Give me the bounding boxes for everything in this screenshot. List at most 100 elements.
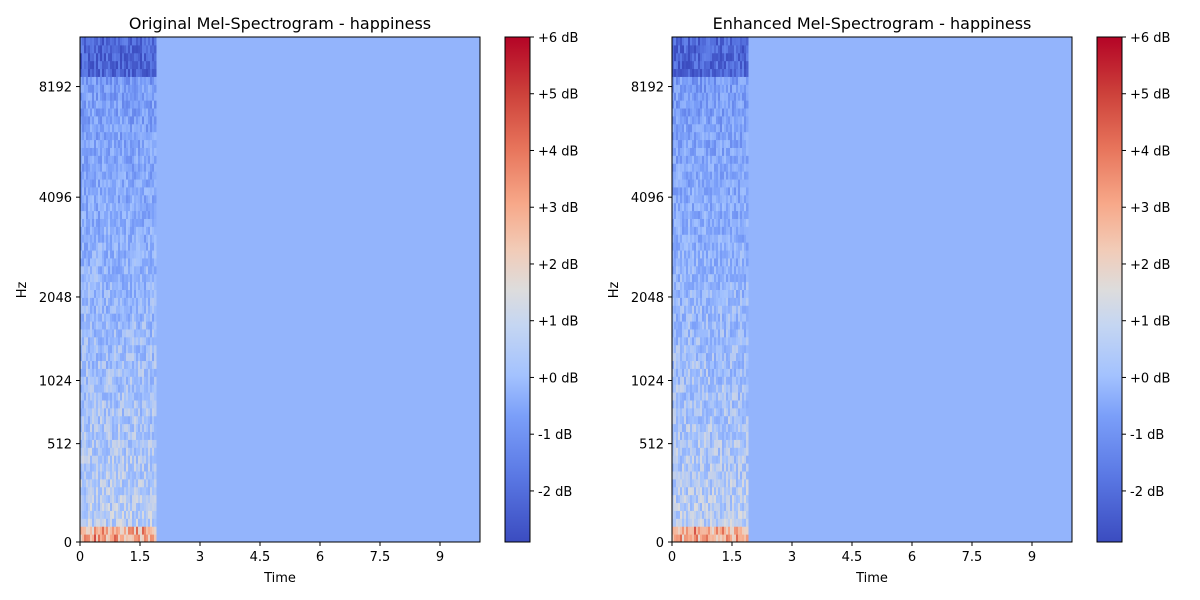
- heatmap-cell: [708, 423, 711, 433]
- heatmap-cell: [102, 44, 105, 54]
- heatmap-cell: [720, 257, 723, 267]
- heatmap-cell: [92, 100, 95, 109]
- heatmap-cell: [96, 455, 99, 464]
- heatmap-cell: [134, 336, 137, 346]
- heatmap-cell: [676, 289, 679, 298]
- heatmap-cell: [726, 463, 729, 472]
- heatmap-cell: [724, 234, 727, 243]
- heatmap-cell: [136, 186, 139, 196]
- heatmap-cell: [150, 186, 153, 196]
- heatmap-cell: [714, 392, 717, 401]
- heatmap-cell: [110, 218, 113, 227]
- heatmap-cell: [710, 297, 713, 306]
- heatmap-cell: [154, 92, 157, 101]
- heatmap-cell: [698, 147, 701, 156]
- heatmap-cell: [708, 439, 711, 448]
- heatmap-cell: [694, 439, 697, 448]
- heatmap-cell: [734, 321, 737, 330]
- heatmap-cell: [710, 289, 713, 298]
- heatmap-cell: [740, 281, 743, 290]
- heatmap-cell: [726, 44, 729, 54]
- heatmap-cell: [86, 289, 89, 298]
- heatmap-cell: [686, 139, 689, 148]
- heatmap-cell: [738, 399, 741, 409]
- heatmap-cell: [80, 242, 83, 251]
- heatmap-cell: [706, 242, 709, 251]
- colorbar-tick-label: +5 dB: [1130, 88, 1170, 103]
- heatmap-cell: [100, 328, 103, 338]
- heatmap-cell: [134, 100, 137, 109]
- heatmap-cell: [86, 226, 89, 235]
- heatmap-cell: [138, 305, 141, 314]
- heatmap-cell: [120, 313, 123, 322]
- heatmap-cell: [722, 510, 725, 519]
- heatmap-cell: [144, 273, 147, 283]
- heatmap-cell: [726, 352, 729, 362]
- heatmap-cell: [104, 470, 107, 480]
- heatmap-cell: [716, 179, 719, 188]
- heatmap-cell: [704, 273, 707, 283]
- heatmap-cell: [724, 273, 727, 283]
- heatmap-cell: [678, 392, 681, 401]
- heatmap-cell: [136, 352, 139, 362]
- heatmap-cell: [736, 115, 739, 125]
- heatmap-cell: [86, 100, 89, 109]
- heatmap-cell: [94, 510, 97, 519]
- heatmap-cell: [742, 502, 745, 511]
- heatmap-cell: [144, 108, 147, 117]
- heatmap-cell: [690, 376, 693, 385]
- heatmap-cell: [742, 210, 745, 219]
- heatmap-cell: [116, 218, 119, 227]
- heatmap-cell: [680, 273, 683, 283]
- heatmap-cell: [702, 423, 705, 433]
- heatmap-cell: [684, 321, 687, 330]
- heatmap-cell: [696, 360, 699, 369]
- heatmap-cell: [744, 407, 747, 417]
- heatmap-cell: [672, 321, 675, 330]
- heatmap-cell: [716, 186, 719, 196]
- heatmap-cell: [138, 526, 141, 535]
- heatmap-cell: [152, 376, 155, 385]
- heatmap-cell: [148, 68, 151, 77]
- heatmap-cell: [116, 210, 119, 219]
- heatmap-cell: [710, 257, 713, 267]
- heatmap-cell: [682, 60, 685, 70]
- heatmap-cell: [82, 352, 85, 362]
- heatmap-cell: [84, 447, 87, 456]
- heatmap-cell: [726, 470, 729, 480]
- heatmap-cell: [744, 194, 747, 204]
- heatmap-cell: [86, 526, 89, 535]
- heatmap-cell: [676, 257, 679, 267]
- heatmap-cell: [730, 171, 733, 180]
- heatmap-cell: [714, 163, 717, 172]
- heatmap-cell: [154, 534, 157, 543]
- heatmap-cell: [730, 297, 733, 306]
- heatmap-cell: [714, 526, 717, 535]
- heatmap-cell: [730, 210, 733, 219]
- heatmap-cell: [712, 297, 715, 306]
- heatmap-cell: [124, 234, 127, 243]
- heatmap-cell: [674, 76, 677, 85]
- heatmap-cell: [148, 486, 151, 496]
- heatmap-cell: [120, 328, 123, 338]
- heatmap-cell: [726, 344, 729, 354]
- heatmap-cell: [710, 423, 713, 433]
- heatmap-cell: [712, 131, 715, 141]
- heatmap-cell: [696, 37, 699, 46]
- heatmap-cell: [672, 423, 675, 433]
- heatmap-cell: [720, 52, 723, 62]
- heatmap-cell: [716, 439, 719, 448]
- heatmap-cell: [86, 463, 89, 472]
- heatmap-cell: [684, 155, 687, 164]
- heatmap-cell: [124, 147, 127, 156]
- heatmap-cell: [728, 305, 731, 314]
- heatmap-cell: [154, 139, 157, 148]
- heatmap-cell: [116, 250, 119, 259]
- heatmap-cell: [86, 147, 89, 156]
- heatmap-cell: [136, 250, 139, 259]
- heatmap-cell: [744, 163, 747, 172]
- heatmap-cell: [718, 44, 721, 54]
- heatmap-cell: [706, 100, 709, 109]
- heatmap-cell: [700, 407, 703, 417]
- heatmap-cell: [104, 139, 107, 148]
